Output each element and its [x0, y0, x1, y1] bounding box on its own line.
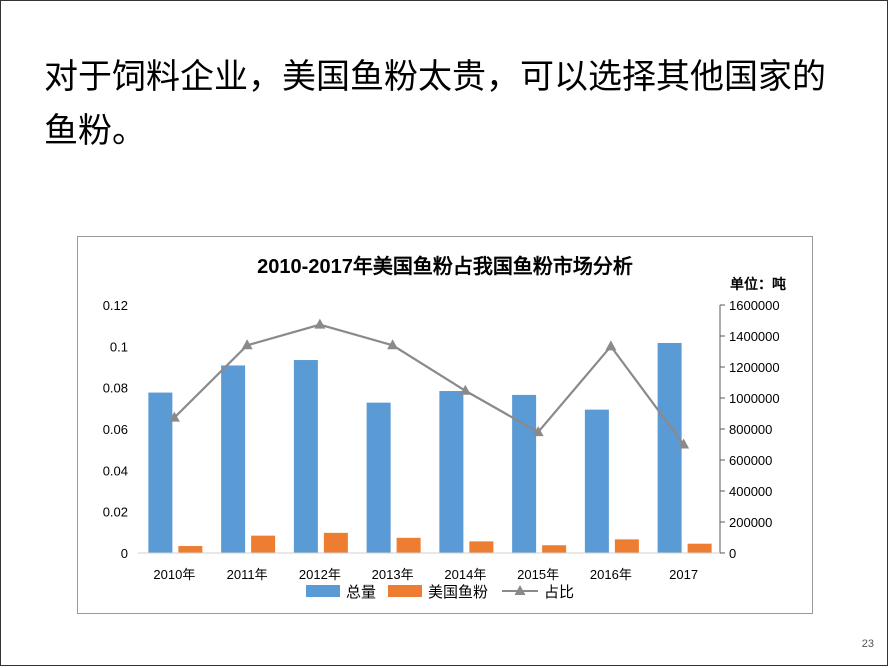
bar-total [512, 394, 537, 553]
bar-total [221, 365, 246, 553]
ratio-point [387, 339, 399, 350]
left-axis-tick-label: 0.06 [103, 422, 128, 437]
plot-layer: 0 0.02 0.04 0.06 0.08 0.1 0.12 0 200000 400000 600… [103, 298, 780, 582]
slide-headline: 对于饲料企业，美国鱼粉太贵，可以选择其他国家的鱼粉。 [44, 57, 826, 151]
right-axis-tick-label: 800000 [729, 422, 772, 437]
bar-us-fishmeal [469, 541, 494, 553]
bar-us-fishmeal [542, 545, 567, 553]
right-axis-tick-label: 1000000 [729, 391, 780, 406]
bar-total [657, 342, 682, 553]
right-axis-tick-label: 200000 [729, 515, 772, 530]
left-axis-tick-label: 0.12 [103, 298, 128, 313]
x-axis-tick-label: 2015年 [517, 567, 559, 582]
bar-us-fishmeal [323, 532, 348, 553]
right-axis-tick-label: 0 [729, 546, 736, 561]
right-axis-tick-label: 1600000 [729, 298, 780, 313]
x-axis-tick-label: 2012年 [299, 567, 341, 582]
ratio-point [678, 438, 690, 449]
bar-us-fishmeal [251, 535, 276, 553]
x-axis-tick-label: 2013年 [372, 567, 414, 582]
bar-us-fishmeal [396, 537, 421, 553]
legend-swatch-us-fishmeal [388, 585, 422, 597]
bar-total [584, 409, 609, 553]
x-axis-tick-label: 2011年 [227, 567, 268, 582]
legend-label-ratio: 占比 [544, 584, 574, 601]
chart-title: 2010-2017年美国鱼粉占我国鱼粉市场分析 [257, 254, 633, 278]
chart-container: 2010-2017年美国鱼粉占我国鱼粉市场分析 单位：吨 0 0.02 0.04 0.… [77, 236, 813, 614]
right-axis-tick-label: 1400000 [729, 329, 780, 344]
legend-label-us-fishmeal: 美国鱼粉 [428, 583, 488, 601]
line-ratio [173, 323, 685, 446]
left-axis-tick-label: 0.1 [110, 339, 128, 354]
bar-us-fishmeal [178, 546, 203, 553]
ratio-point [605, 340, 617, 351]
x-axis-tick-label: 2010年 [153, 567, 195, 582]
ratio-point [314, 318, 326, 329]
bar-us-fishmeal [614, 539, 639, 553]
legend-label-total: 总量 [346, 584, 376, 601]
page-number: 23 [861, 638, 874, 650]
bar-us-fishmeal [687, 543, 712, 553]
x-axis-tick-label: 2016年 [590, 567, 632, 582]
chart-svg: 2010-2017年美国鱼粉占我国鱼粉市场分析 单位：吨 0 0.02 0.04 0.… [103, 254, 786, 601]
left-axis-tick-label: 0.08 [103, 381, 128, 396]
bar-total [148, 392, 173, 553]
ratio-point [459, 384, 471, 395]
left-axis-tick-label: 0 [121, 546, 128, 561]
x-axis-tick-label: 2014年 [444, 567, 486, 582]
unit-label: 单位：吨 [730, 276, 786, 292]
legend-swatch-total [306, 585, 340, 597]
bar-total [439, 391, 464, 553]
bar-total [293, 360, 318, 553]
ratio-point [532, 426, 544, 437]
legend-swatch-ratio-marker [514, 585, 526, 595]
x-axis-tick-label: 2017 [669, 567, 698, 582]
bar-total [366, 402, 391, 553]
left-axis-tick-label: 0.04 [103, 463, 128, 478]
right-axis-tick-label: 400000 [729, 484, 772, 499]
ratio-point [168, 411, 180, 422]
left-axis-tick-label: 0.02 [103, 505, 128, 520]
right-axis-tick-label: 1200000 [729, 360, 780, 375]
ratio-point [241, 339, 253, 350]
legend: 总量 美国鱼粉 占比 [306, 583, 574, 601]
right-axis-tick-label: 600000 [729, 453, 772, 468]
